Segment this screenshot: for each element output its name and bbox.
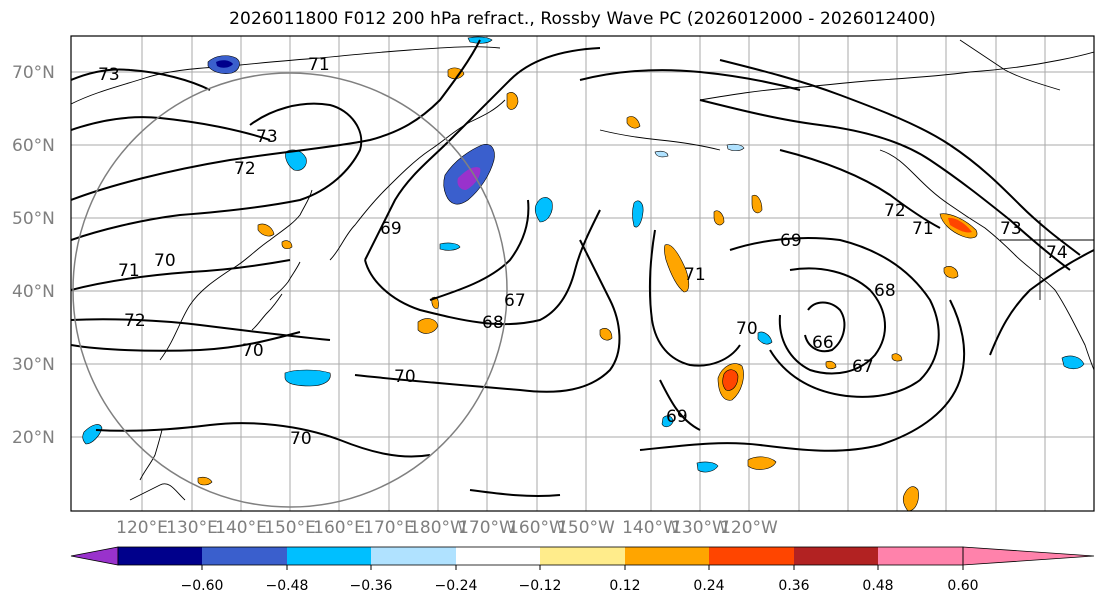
lon-label: 160°E (313, 518, 365, 538)
contour-label: 71 (308, 55, 330, 75)
contour-label: 72 (124, 311, 146, 331)
gridlines (71, 36, 1094, 511)
contour-label: 70 (394, 367, 416, 387)
colorbar-tick-label: −0.12 (519, 578, 562, 594)
latitude-labels: 70°N 60°N 50°N 40°N 30°N 20°N (12, 63, 55, 448)
reference-circle (72, 72, 508, 508)
lon-label: 150°W (557, 518, 615, 538)
colorbar-segment (118, 547, 202, 565)
lon-label: 170°W (458, 518, 516, 538)
lon-label: 180°W (409, 518, 467, 538)
contour-label: 66 (812, 333, 834, 353)
lon-label: 150°E (264, 518, 316, 538)
contour-label: 68 (874, 281, 896, 301)
contour-label: 74 (1046, 243, 1068, 263)
contour-label: 72 (884, 201, 906, 221)
contour-label: 71 (684, 265, 706, 285)
contour-label: 71 (912, 219, 934, 239)
lon-label: 140°W (622, 518, 680, 538)
colorbar-tick-label: 0.12 (609, 578, 640, 594)
coastlines (71, 39, 1094, 501)
lat-label: 60°N (12, 136, 55, 156)
contour-label: 68 (482, 313, 504, 333)
colorbar-segment (625, 547, 709, 565)
colorbar-extend-low (70, 546, 119, 566)
colorbar-tick-label: 0.24 (693, 578, 724, 594)
contour-label: 67 (852, 357, 874, 377)
contour-label: 73 (256, 127, 278, 147)
contour-label: 73 (1000, 219, 1022, 239)
contour-label: 73 (98, 65, 120, 85)
contour-label: 69 (780, 231, 802, 251)
lat-label: 30°N (12, 355, 55, 375)
map-frame (70, 35, 1095, 512)
lat-label: 40°N (12, 282, 55, 302)
contour-label: 70 (242, 341, 264, 361)
colorbar-extend-high (962, 546, 1095, 566)
colorbar-segment (709, 547, 794, 565)
colorbar-segment (794, 547, 878, 565)
contour-label: 71 (118, 261, 140, 281)
colorbar-ticks (201, 565, 964, 570)
colorbar-tick-label: −0.36 (350, 578, 393, 594)
colorbar-segment (371, 547, 456, 565)
contour-label: 70 (290, 429, 312, 449)
contours (71, 39, 1094, 498)
lon-label: 140°E (215, 518, 267, 538)
lat-label: 70°N (12, 63, 55, 83)
shaded-anomalies (82, 36, 1085, 511)
colorbar-segment (456, 547, 540, 565)
contour-label: 67 (504, 291, 526, 311)
contour-label: 70 (736, 319, 758, 339)
lon-label: 130°W (671, 518, 729, 538)
colorbar-tick-label: −0.48 (266, 578, 309, 594)
colorbar-tick-label: 0.36 (778, 578, 809, 594)
lon-label: 120°E (116, 518, 168, 538)
figure-title: 2026011800 F012 200 hPa refract., Rossby… (229, 9, 936, 29)
contour-label: 69 (666, 407, 688, 427)
lon-label: 170°E (363, 518, 415, 538)
colorbar-segment (202, 547, 287, 565)
colorbar-tick-label: −0.60 (181, 578, 224, 594)
colorbar-tick-label: −0.24 (435, 578, 478, 594)
colorbar-segment (878, 547, 963, 565)
colorbar-segment (287, 547, 371, 565)
contour-labels: 73 71 73 72 70 71 72 70 69 67 68 70 70 6… (98, 55, 1068, 449)
contour-label: 69 (380, 219, 402, 239)
lat-label: 50°N (12, 209, 55, 229)
contour-label: 70 (154, 251, 176, 271)
lon-label: 160°W (508, 518, 566, 538)
contour-label: 72 (234, 159, 256, 179)
colorbar: −0.60 −0.48 −0.36 −0.24 −0.12 0.12 0.24 … (70, 546, 1095, 594)
lat-label: 20°N (12, 428, 55, 448)
colorbar-tick-label: 0.48 (862, 578, 893, 594)
colorbar-segment (540, 547, 625, 565)
lon-label: 130°E (166, 518, 218, 538)
lon-label: 120°W (720, 518, 778, 538)
colorbar-tick-label: 0.60 (947, 578, 978, 594)
longitude-labels: 120°E 130°E 140°E 150°E 160°E 170°E 180°… (116, 518, 778, 538)
